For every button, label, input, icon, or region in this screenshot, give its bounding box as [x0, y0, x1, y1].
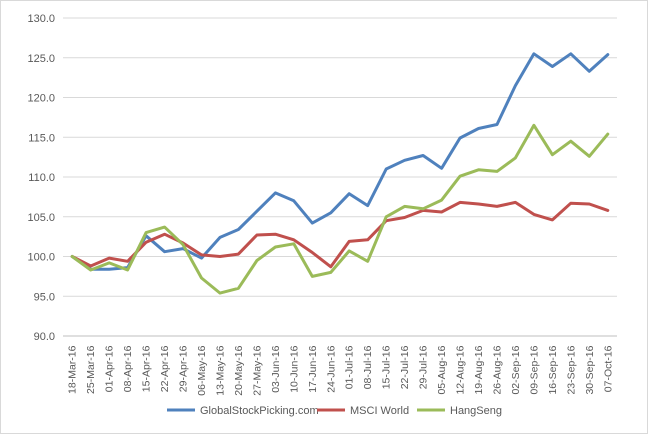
y-tick-label: 125.0 [27, 53, 55, 65]
y-tick-label: 105.0 [27, 212, 55, 224]
x-tick-label: 30-Sep-16 [584, 345, 596, 394]
series-line-globalstockpicking-com [70, 52, 610, 271]
x-tick-label: 08-Apr-16 [122, 345, 134, 392]
x-tick-label: 12-Aug-16 [455, 345, 467, 394]
x-tick-label: 22-Apr-16 [159, 345, 171, 392]
y-tick-label: 95.0 [34, 291, 55, 303]
x-tick-label: 15-Jul-16 [381, 345, 393, 389]
x-tick-label: 01-Jul-16 [344, 345, 356, 389]
x-tick-label: 27-May-16 [251, 345, 263, 395]
x-tick-label: 02-Sep-16 [510, 345, 522, 394]
x-tick-label: 09-Sep-16 [528, 345, 540, 394]
x-tick-label: 20-May-16 [233, 345, 245, 395]
x-tick-label: 29-Apr-16 [178, 345, 190, 392]
x-tick-label: 23-Sep-16 [565, 345, 577, 394]
x-tick-label: 22-Jul-16 [399, 345, 411, 389]
x-tick-label: 19-Aug-16 [473, 345, 485, 394]
y-tick-label: 100.0 [27, 252, 55, 264]
x-tick-label: 05-Aug-16 [436, 345, 448, 394]
x-tick-label: 10-Jun-16 [288, 345, 300, 392]
y-tick-label: 110.0 [28, 172, 55, 184]
x-tick-label: 25-Mar-16 [85, 345, 97, 394]
x-tick-label: 13-May-16 [214, 345, 226, 395]
y-tick-label: 90.0 [34, 331, 55, 343]
y-tick-label: 115.0 [28, 132, 55, 144]
legend: GlobalStockPicking.com MSCI World HangSeng [167, 405, 502, 417]
x-tick-label: 06-May-16 [196, 345, 208, 395]
x-tick-label: 01-Apr-16 [104, 345, 116, 392]
x-tick-label: 17-Jun-16 [307, 345, 319, 392]
legend-label-msci-world: MSCI World [350, 405, 409, 417]
series-line-msci-world [70, 200, 610, 269]
y-tick-label: 130.0 [27, 13, 55, 25]
gridlines [63, 17, 617, 337]
legend-label-hangseng: HangSeng [450, 405, 502, 417]
x-tick-label: 16-Sep-16 [547, 345, 559, 394]
x-axis: 18-Mar-16 25-Mar-16 01-Apr-16 08-Apr-16 15-A… [63, 335, 617, 396]
x-tick-label: 29-Jul-16 [418, 345, 430, 389]
x-tick-label: 24-Jun-16 [325, 345, 337, 392]
x-tick-label: 18-Mar-16 [67, 345, 79, 394]
series-line-hangseng [70, 123, 610, 295]
x-tick-label: 26-Aug-16 [491, 345, 503, 394]
x-tick-label: 15-Apr-16 [141, 345, 153, 392]
series-lines [70, 52, 610, 295]
y-axis: 90.0 95.0 100.0 105.0 110.0 115.0 120.0 125.0 13… [27, 13, 55, 343]
x-tick-label: 03-Jun-16 [270, 345, 282, 392]
x-tick-label: 07-Oct-16 [602, 345, 614, 392]
x-tick-label: 08-Jul-16 [362, 345, 374, 389]
legend-label-globalstockpicking-com: GlobalStockPicking.com [200, 405, 319, 417]
y-tick-label: 120.0 [27, 93, 55, 105]
